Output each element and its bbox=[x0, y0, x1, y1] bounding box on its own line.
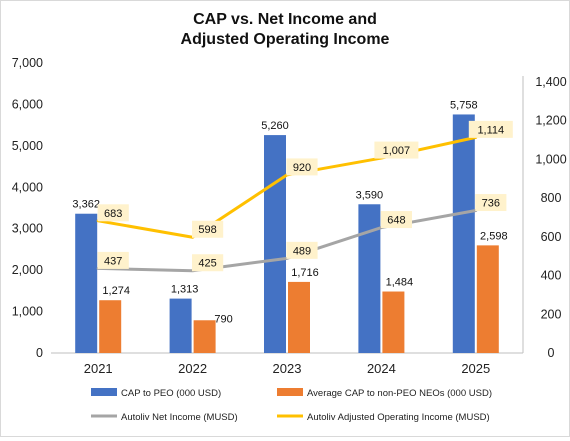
line-data-label-box bbox=[192, 254, 224, 272]
legend-swatch bbox=[277, 388, 303, 396]
bar-data-label: 1,484 bbox=[386, 277, 414, 289]
bar-data-label: 1,716 bbox=[291, 267, 319, 279]
line-data-label: 1,007 bbox=[383, 145, 411, 157]
bar-data-label: 5,260 bbox=[261, 120, 289, 132]
chart-title-line-1: CAP vs. Net Income and bbox=[193, 11, 377, 28]
bar-cap-peo bbox=[264, 135, 286, 353]
left-axis-tick-label: 6,000 bbox=[12, 97, 43, 111]
bar-cap-peo bbox=[169, 298, 192, 353]
line-data-label-box bbox=[475, 194, 507, 212]
bar-cap-non-peo bbox=[476, 245, 499, 353]
bar-cap-non-peo bbox=[99, 300, 122, 353]
right-axis-tick-label: 0 bbox=[548, 346, 555, 360]
right-axis-tick-label: 400 bbox=[541, 269, 562, 283]
right-axis-tick-label: 600 bbox=[541, 230, 562, 244]
x-axis-category-label: 2021 bbox=[84, 361, 113, 376]
x-axis-category-label: 2022 bbox=[178, 361, 207, 376]
line-data-label-box bbox=[380, 211, 412, 229]
bar-data-label: 3,590 bbox=[356, 189, 384, 201]
line-net-income bbox=[96, 209, 478, 273]
right-axis-tick-label: 200 bbox=[541, 307, 562, 321]
left-axis-tick-label: 1,000 bbox=[12, 305, 43, 319]
legend-label: Autoliv Net Income (MUSD) bbox=[121, 412, 238, 423]
line-data-label: 683 bbox=[104, 208, 122, 220]
data-labels-layer: 3,362 1,313 5,260 3,590 5,758 1,274 790 1,716 1,… bbox=[72, 99, 513, 325]
bar-data-label: 2,598 bbox=[480, 230, 508, 242]
right-axis-tick-label: 1,200 bbox=[535, 114, 566, 128]
left-axis-tick-label: 0 bbox=[36, 346, 43, 360]
bar-data-label: 3,362 bbox=[72, 199, 100, 211]
bar-data-label: 1,274 bbox=[102, 285, 130, 297]
legend: CAP to PEO (000 USD) Average CAP to non-P… bbox=[91, 388, 492, 423]
line-data-label-box bbox=[192, 220, 224, 238]
right-axis-tick-label: 1,400 bbox=[535, 75, 566, 89]
line-data-label: 598 bbox=[198, 224, 216, 236]
bar-cap-non-peo bbox=[193, 320, 216, 353]
x-axis-category-label: 2023 bbox=[273, 361, 302, 376]
bar-cap-peo bbox=[452, 114, 475, 353]
line-data-label-box bbox=[97, 251, 129, 269]
legend-label: Autoliv Adjusted Operating Income (MUSD) bbox=[307, 412, 490, 423]
left-axis-tick-label: 2,000 bbox=[12, 263, 43, 277]
bar-cap-non-peo bbox=[288, 281, 310, 353]
legend-label: Average CAP to non-PEO NEOs (000 USD) bbox=[307, 388, 492, 399]
right-axis-tick-label: 1,000 bbox=[535, 152, 566, 166]
left-axis-tick-label: 7,000 bbox=[12, 56, 43, 70]
line-data-label-box bbox=[97, 204, 129, 222]
line-data-label-box bbox=[286, 241, 318, 259]
line-data-label: 489 bbox=[293, 245, 311, 257]
bar-cap-non-peo bbox=[382, 291, 405, 353]
left-axis-tick-label: 3,000 bbox=[12, 222, 43, 236]
bar-data-label: 1,313 bbox=[171, 284, 199, 296]
line-data-label: 425 bbox=[198, 258, 216, 270]
line-data-label: 437 bbox=[104, 255, 122, 267]
bar-cap-peo bbox=[358, 204, 381, 353]
bar-data-label: 790 bbox=[214, 313, 232, 325]
bars-layer bbox=[75, 114, 499, 353]
line-data-label: 736 bbox=[482, 198, 500, 210]
x-axis-category-label: 2025 bbox=[461, 361, 490, 376]
line-data-label-box bbox=[286, 158, 318, 176]
line-data-label-box bbox=[374, 141, 419, 159]
legend-label: CAP to PEO (000 USD) bbox=[121, 388, 221, 399]
left-axis-tick-label: 4,000 bbox=[12, 180, 43, 194]
legend-swatch bbox=[91, 388, 117, 396]
bar-cap-peo bbox=[75, 213, 98, 353]
bar-data-label: 5,758 bbox=[450, 99, 478, 111]
line-data-label: 920 bbox=[293, 162, 311, 174]
line-data-label-box bbox=[468, 120, 513, 138]
right-axis-tick-label: 800 bbox=[541, 191, 562, 205]
line-data-label: 1,114 bbox=[477, 124, 504, 136]
line-data-label: 648 bbox=[387, 215, 405, 227]
x-axis-category-label: 2024 bbox=[367, 361, 396, 376]
axes-layer: 0 1,000 2,000 3,000 4,000 5,000 6,000 7,000 0 200… bbox=[12, 56, 567, 376]
chart-title-line-2: Adjusted Operating Income bbox=[181, 31, 390, 48]
left-axis-tick-label: 5,000 bbox=[12, 139, 43, 153]
